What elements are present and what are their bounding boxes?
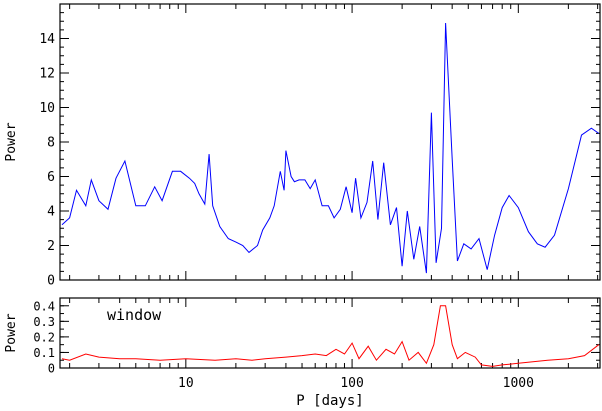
x-tick-label: 100 bbox=[340, 376, 363, 391]
y-tick-label: 10 bbox=[39, 101, 55, 116]
bottom-y-tick-labels: 0 0.1 0.20.3 0.4 bbox=[33, 299, 55, 375]
bottom-y-axis-label: Power bbox=[4, 313, 19, 352]
y-tick-label: 0.4 bbox=[33, 299, 55, 313]
top-y-ticks bbox=[60, 3, 600, 281]
window-annotation: window bbox=[107, 306, 162, 324]
bottom-x-ticks bbox=[69, 298, 599, 368]
bottom-y-ticks bbox=[60, 297, 600, 369]
power-spectrum-panel: 0 2 4 6 8 10 12 14 Power bbox=[4, 3, 601, 289]
top-panel-frame bbox=[59, 3, 601, 281]
y-tick-label: 2 bbox=[47, 239, 55, 254]
y-tick-label: 12 bbox=[39, 67, 55, 82]
top-y-axis-label: Power bbox=[4, 122, 19, 161]
y-tick-label: 0.2 bbox=[33, 330, 55, 344]
y-tick-label: 14 bbox=[39, 32, 55, 47]
bottom-x-tick-labels: 10 100 1000 bbox=[178, 376, 534, 391]
y-tick-label: 6 bbox=[47, 170, 55, 185]
y-tick-label: 8 bbox=[47, 136, 55, 151]
top-x-ticks bbox=[69, 4, 599, 280]
bottom-panel-frame bbox=[59, 297, 601, 369]
power-series-line bbox=[61, 22, 600, 274]
x-axis-label: P [days] bbox=[296, 393, 363, 409]
y-tick-label: 0 bbox=[48, 362, 55, 376]
y-tick-label: 0.1 bbox=[33, 346, 55, 360]
window-function-panel: 0 0.1 0.20.3 0.4 10 100 1000 window Power P [… bbox=[4, 297, 601, 409]
y-tick-label: 4 bbox=[47, 205, 55, 220]
y-tick-label: 0.3 bbox=[33, 315, 55, 329]
top-y-tick-labels: 0 2 4 6 8 10 12 14 bbox=[39, 32, 55, 289]
window-series-line bbox=[61, 305, 600, 367]
y-tick-label: 0 bbox=[47, 274, 55, 289]
x-tick-label: 10 bbox=[178, 376, 194, 391]
x-tick-label: 1000 bbox=[503, 376, 534, 391]
